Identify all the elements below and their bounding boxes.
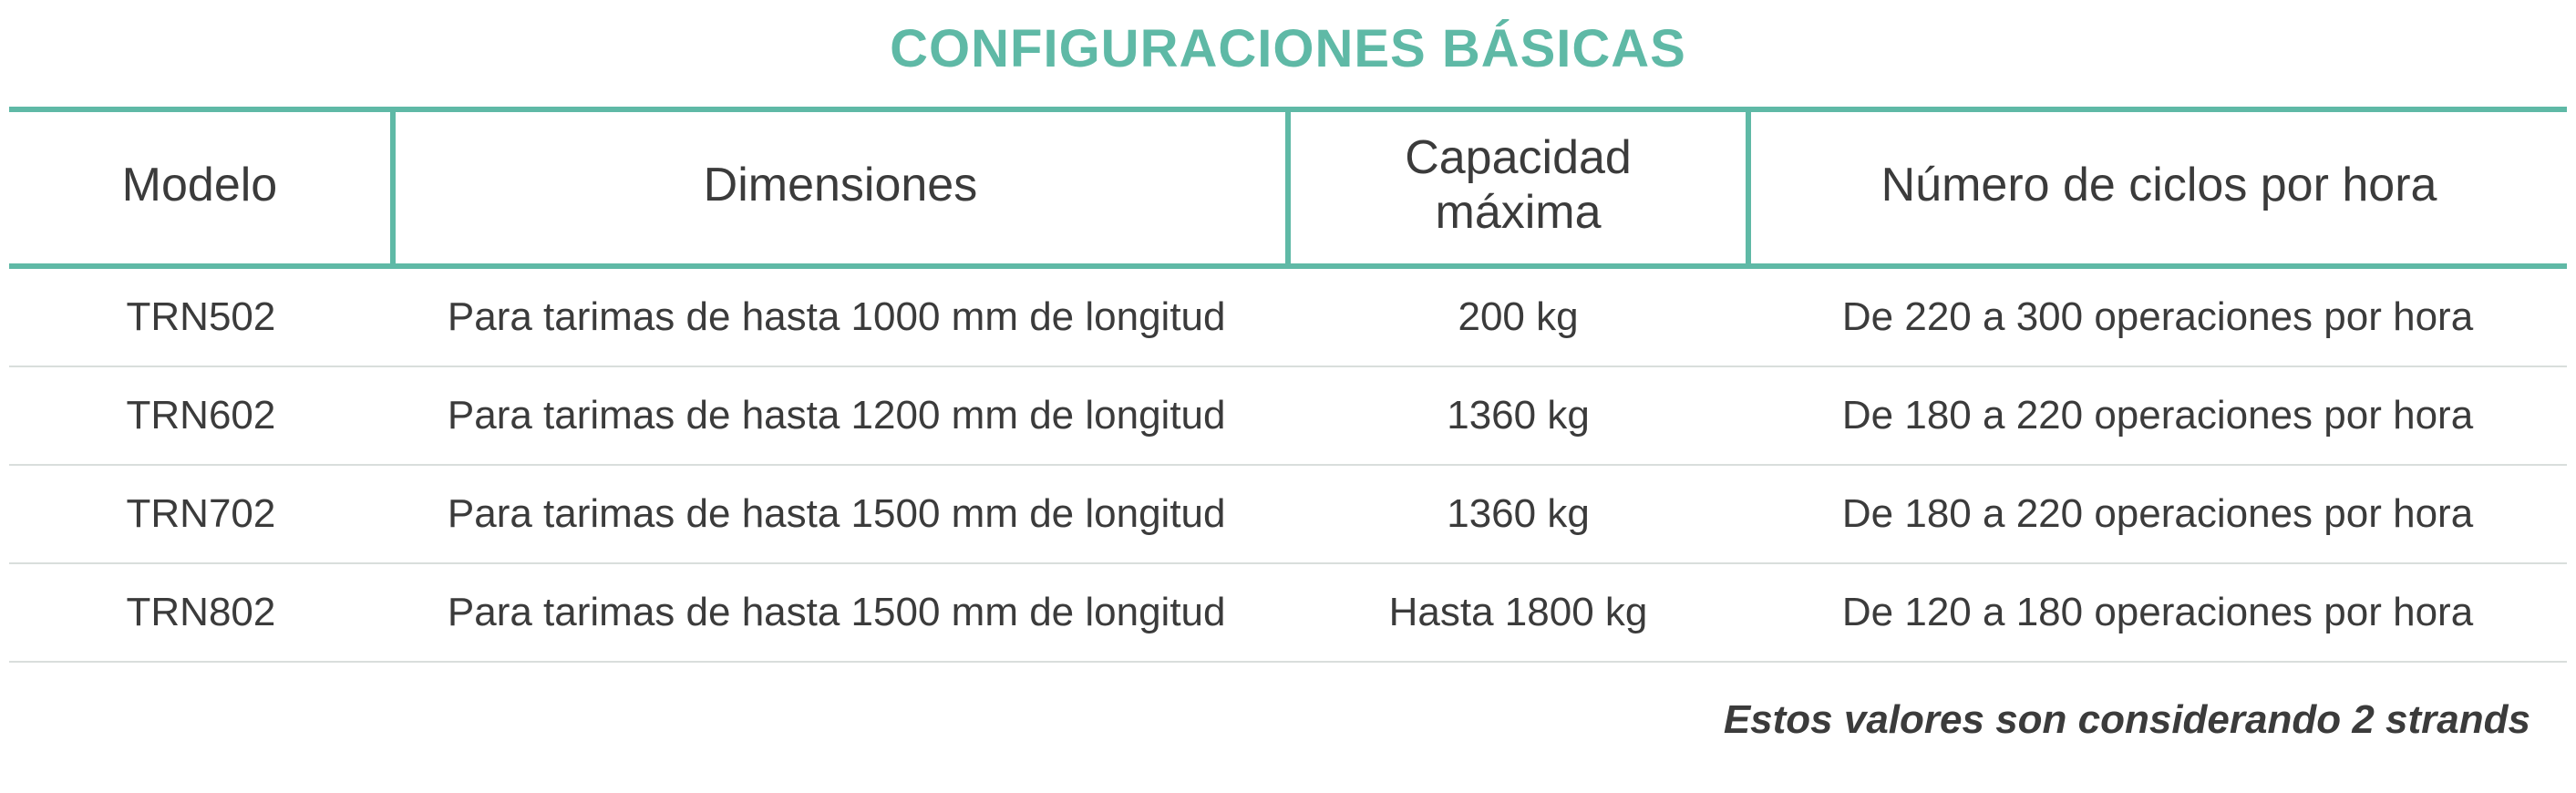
cell-dimensiones: Para tarimas de hasta 1500 mm de longitu… — [393, 563, 1288, 662]
cell-capacidad: Hasta 1800 kg — [1288, 563, 1748, 662]
cell-modelo: TRN702 — [9, 465, 393, 563]
cell-modelo: TRN602 — [9, 366, 393, 465]
cell-capacidad: 1360 kg — [1288, 366, 1748, 465]
page-title: CONFIGURACIONES BÁSICAS — [9, 18, 2567, 79]
table-row: TRN702 Para tarimas de hasta 1500 mm de … — [9, 465, 2567, 563]
config-table: Modelo Dimensiones Capacidad máxima Núme… — [9, 107, 2567, 663]
header-ciclos: Número de ciclos por hora — [1748, 109, 2567, 266]
cell-ciclos: De 120 a 180 operaciones por hora — [1748, 563, 2567, 662]
table-row: TRN602 Para tarimas de hasta 1200 mm de … — [9, 366, 2567, 465]
cell-ciclos: De 220 a 300 operaciones por hora — [1748, 266, 2567, 366]
table-row: TRN502 Para tarimas de hasta 1000 mm de … — [9, 266, 2567, 366]
cell-ciclos: De 180 a 220 operaciones por hora — [1748, 366, 2567, 465]
table-header-row: Modelo Dimensiones Capacidad máxima Núme… — [9, 109, 2567, 266]
header-dimensiones: Dimensiones — [393, 109, 1288, 266]
cell-dimensiones: Para tarimas de hasta 1000 mm de longitu… — [393, 266, 1288, 366]
footnote: Estos valores son considerando 2 strands — [9, 697, 2567, 743]
cell-modelo: TRN502 — [9, 266, 393, 366]
cell-dimensiones: Para tarimas de hasta 1200 mm de longitu… — [393, 366, 1288, 465]
cell-dimensiones: Para tarimas de hasta 1500 mm de longitu… — [393, 465, 1288, 563]
cell-modelo: TRN802 — [9, 563, 393, 662]
cell-ciclos: De 180 a 220 operaciones por hora — [1748, 465, 2567, 563]
header-capacidad: Capacidad máxima — [1288, 109, 1748, 266]
cell-capacidad: 200 kg — [1288, 266, 1748, 366]
cell-capacidad: 1360 kg — [1288, 465, 1748, 563]
header-modelo: Modelo — [9, 109, 393, 266]
table-row: TRN802 Para tarimas de hasta 1500 mm de … — [9, 563, 2567, 662]
